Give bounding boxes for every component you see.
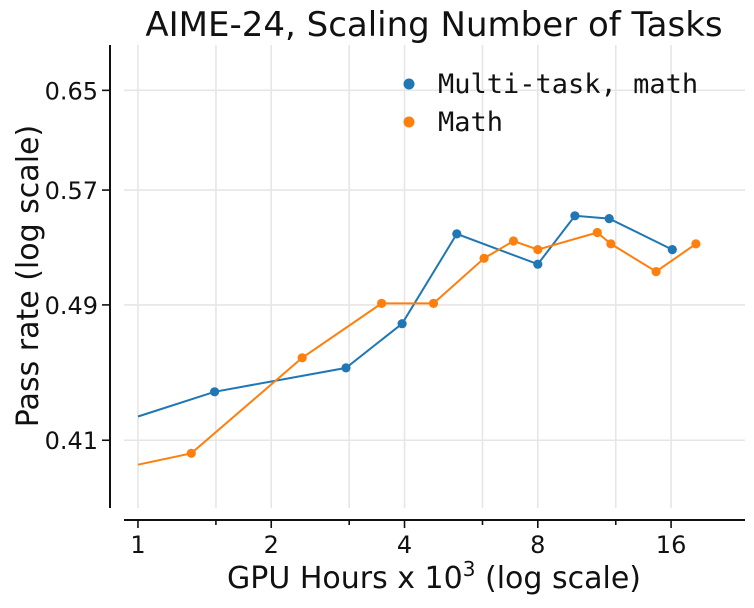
data-point xyxy=(210,387,220,397)
data-point xyxy=(397,319,407,329)
y-tick-label: 0.49 xyxy=(45,292,98,320)
x-tick-label: 1 xyxy=(130,531,145,559)
grid xyxy=(124,45,745,508)
data-point xyxy=(297,353,307,363)
x-axis-label-main: GPU Hours x 10 xyxy=(227,561,463,596)
x-tick-label: 2 xyxy=(264,531,279,559)
data-point xyxy=(428,298,439,308)
x-tick-label: 16 xyxy=(656,531,687,559)
data-point xyxy=(508,236,519,246)
data-point xyxy=(606,239,616,249)
data-point xyxy=(533,259,543,269)
x-axis-label-suffix: (log scale) xyxy=(475,561,641,596)
x-tick-label: 4 xyxy=(397,531,412,559)
x-axis-label: GPU Hours x 103 (log scale) xyxy=(227,557,641,596)
series-1 xyxy=(137,227,701,466)
y-tick-label: 0.57 xyxy=(45,177,98,205)
data-point xyxy=(570,211,580,221)
y-tick-label: 0.41 xyxy=(45,427,98,455)
data-point xyxy=(452,229,462,239)
legend-label: Multi-task, math xyxy=(438,69,698,100)
data-point xyxy=(691,239,701,249)
data-point xyxy=(604,214,614,224)
chart-title: AIME-24, Scaling Number of Tasks xyxy=(145,5,722,45)
x-axis-label-superscript: 3 xyxy=(463,557,476,581)
data-point xyxy=(651,267,661,277)
legend-marker xyxy=(403,116,415,128)
data-point xyxy=(186,448,196,458)
data-point xyxy=(667,245,677,255)
axis-ticks: 1 2 4 8 16 0.41 0.49 0.57 0.65 xyxy=(45,77,687,559)
legend-marker xyxy=(403,78,415,90)
legend: Multi-task, math Math xyxy=(403,69,698,138)
data-point xyxy=(377,298,387,308)
data-point xyxy=(341,363,351,373)
plot-area xyxy=(137,211,701,466)
data-point xyxy=(592,227,602,238)
series-0 xyxy=(137,211,677,418)
series-line xyxy=(137,231,697,466)
y-tick-label: 0.65 xyxy=(45,77,98,105)
legend-label: Math xyxy=(438,107,503,138)
y-axis-label: Pass rate (log scale) xyxy=(11,125,46,427)
data-point xyxy=(479,253,489,263)
x-tick-label: 8 xyxy=(530,531,545,559)
data-point xyxy=(533,245,543,255)
